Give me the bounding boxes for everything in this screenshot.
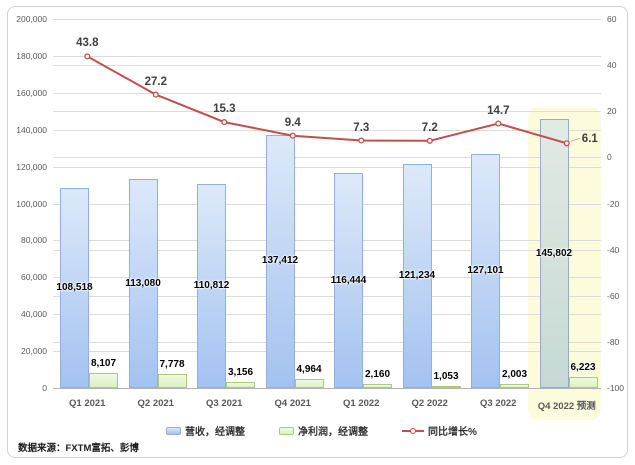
y-axis-left-tick: 100,000 <box>16 199 47 209</box>
revenue-bar <box>402 164 432 388</box>
profit-bar <box>294 378 324 388</box>
growth-line-swatch-icon <box>402 427 424 435</box>
gridline <box>53 157 601 158</box>
revenue-bar <box>60 187 89 388</box>
y-axis-left-tick: 20,000 <box>21 346 47 356</box>
profit-bar <box>157 373 187 388</box>
legend-item-profit: 净利润，经调整 <box>279 423 368 438</box>
legend-item-revenue: 营收，经调整 <box>166 423 245 438</box>
y-axis-right-tick: 0 <box>607 152 612 162</box>
y-axis-left-tick: 200,000 <box>16 14 47 24</box>
revenue-bar <box>128 179 158 388</box>
growth-point-label: 14.7 <box>487 104 510 117</box>
y-axis-right-tick: -100 <box>607 383 625 393</box>
x-axis-label: Q2 2022 <box>411 398 448 409</box>
revenue-bar <box>265 134 295 388</box>
x-axis-label: Q1 2022 <box>343 398 380 409</box>
x-axis-label: Q4 2021 <box>274 398 311 409</box>
y-axis-left-tick: 120,000 <box>16 162 47 172</box>
gridline <box>53 351 601 352</box>
source-note: 数据来源：FXTM富拓、彭博 <box>18 443 139 454</box>
growth-point-label: 7.2 <box>421 121 438 134</box>
y-axis-right-tick: -20 <box>607 199 620 209</box>
x-axis-label: Q3 2021 <box>206 398 243 409</box>
legend-label-revenue: 营收，经调整 <box>185 427 245 438</box>
gridline <box>53 250 601 251</box>
revenue-bar <box>471 153 500 388</box>
revenue-bar-label: 110,812 <box>193 279 230 291</box>
y-axis-left-tick: 60,000 <box>21 272 47 282</box>
revenue-bar-label: 145,802 <box>535 247 573 259</box>
gridline <box>53 19 601 20</box>
growth-point-label: 9.4 <box>284 116 301 129</box>
y-axis-left-tick: 160,000 <box>16 88 47 98</box>
profit-bar-label: 8,107 <box>90 358 117 369</box>
profit-bar-label: 2,160 <box>364 369 391 380</box>
x-axis-line <box>53 388 601 389</box>
revenue-bar-label: 127,101 <box>467 264 504 276</box>
growth-point-label: 6.1 <box>581 133 598 146</box>
revenue-bar-label: 121,234 <box>398 270 436 282</box>
profit-bar-label: 2,003 <box>501 369 528 381</box>
revenue-bar <box>197 183 226 388</box>
y-axis-right-tick: 40 <box>607 60 617 70</box>
profit-bar-label: 3,156 <box>227 367 254 379</box>
y-axis-right-tick: 60 <box>607 14 617 24</box>
growth-point-label: 27.2 <box>144 75 167 88</box>
y-axis-left-tick: 40,000 <box>21 309 47 319</box>
profit-bar <box>226 382 255 388</box>
profit-bar-label: 1,053 <box>433 371 459 383</box>
y-axis-left-tick: 180,000 <box>16 51 47 61</box>
gridline <box>53 296 601 297</box>
legend-item-growth: 同比增长% <box>402 423 477 438</box>
x-axis-label: Q2 2021 <box>137 398 174 409</box>
profit-bar-label: 4,964 <box>296 363 322 375</box>
y-axis-right-tick: -60 <box>607 291 620 301</box>
profit-swatch-icon <box>279 426 294 435</box>
growth-line-marker <box>410 427 416 434</box>
profit-bar <box>568 376 598 388</box>
x-axis-label: Q3 2022 <box>480 398 517 409</box>
growth-point-label: 15.3 <box>213 103 236 116</box>
y-axis-left-tick: 80,000 <box>21 235 47 245</box>
revenue-bar <box>539 119 569 388</box>
gridline <box>53 130 601 131</box>
gridline <box>53 342 601 343</box>
growth-point-label: 43.8 <box>76 37 99 50</box>
profit-bar <box>89 373 118 388</box>
profit-bar <box>431 386 461 389</box>
gridline <box>53 65 601 66</box>
gridline <box>53 93 601 94</box>
y-axis-right-tick: -80 <box>607 337 620 347</box>
y-axis-right-tick: 20 <box>607 106 617 116</box>
y-axis-right-tick: -40 <box>607 245 620 255</box>
y-axis-left-tick: 0 <box>42 383 47 393</box>
x-axis-label: Q4 2022 预测 <box>537 401 596 412</box>
revenue-bar-label: 116,444 <box>330 274 367 286</box>
gridline <box>53 277 601 278</box>
profit-bar <box>500 384 529 388</box>
gridline <box>53 167 601 168</box>
growth-point-label: 7.3 <box>353 121 370 134</box>
legend-label-growth: 同比增长% <box>428 427 477 438</box>
revenue-bar-label: 108,518 <box>56 281 93 293</box>
revenue-swatch-icon <box>166 426 181 435</box>
profit-bar-label: 6,223 <box>570 361 596 373</box>
gridline <box>53 314 601 315</box>
profit-bar <box>363 384 392 388</box>
gridline <box>53 56 601 57</box>
y-axis-left-tick: 140,000 <box>16 125 47 135</box>
gridline <box>53 240 601 241</box>
legend: 营收，经调整 净利润，经调整 同比增长% <box>166 423 477 438</box>
revenue-bar <box>334 173 363 388</box>
revenue-bar-label: 113,080 <box>125 277 161 289</box>
legend-label-profit: 净利润，经调整 <box>298 427 368 438</box>
profit-bar-label: 7,778 <box>159 358 185 370</box>
gridline <box>53 204 601 205</box>
revenue-bar-label: 137,412 <box>261 255 299 267</box>
x-axis-label: Q1 2021 <box>69 398 106 409</box>
